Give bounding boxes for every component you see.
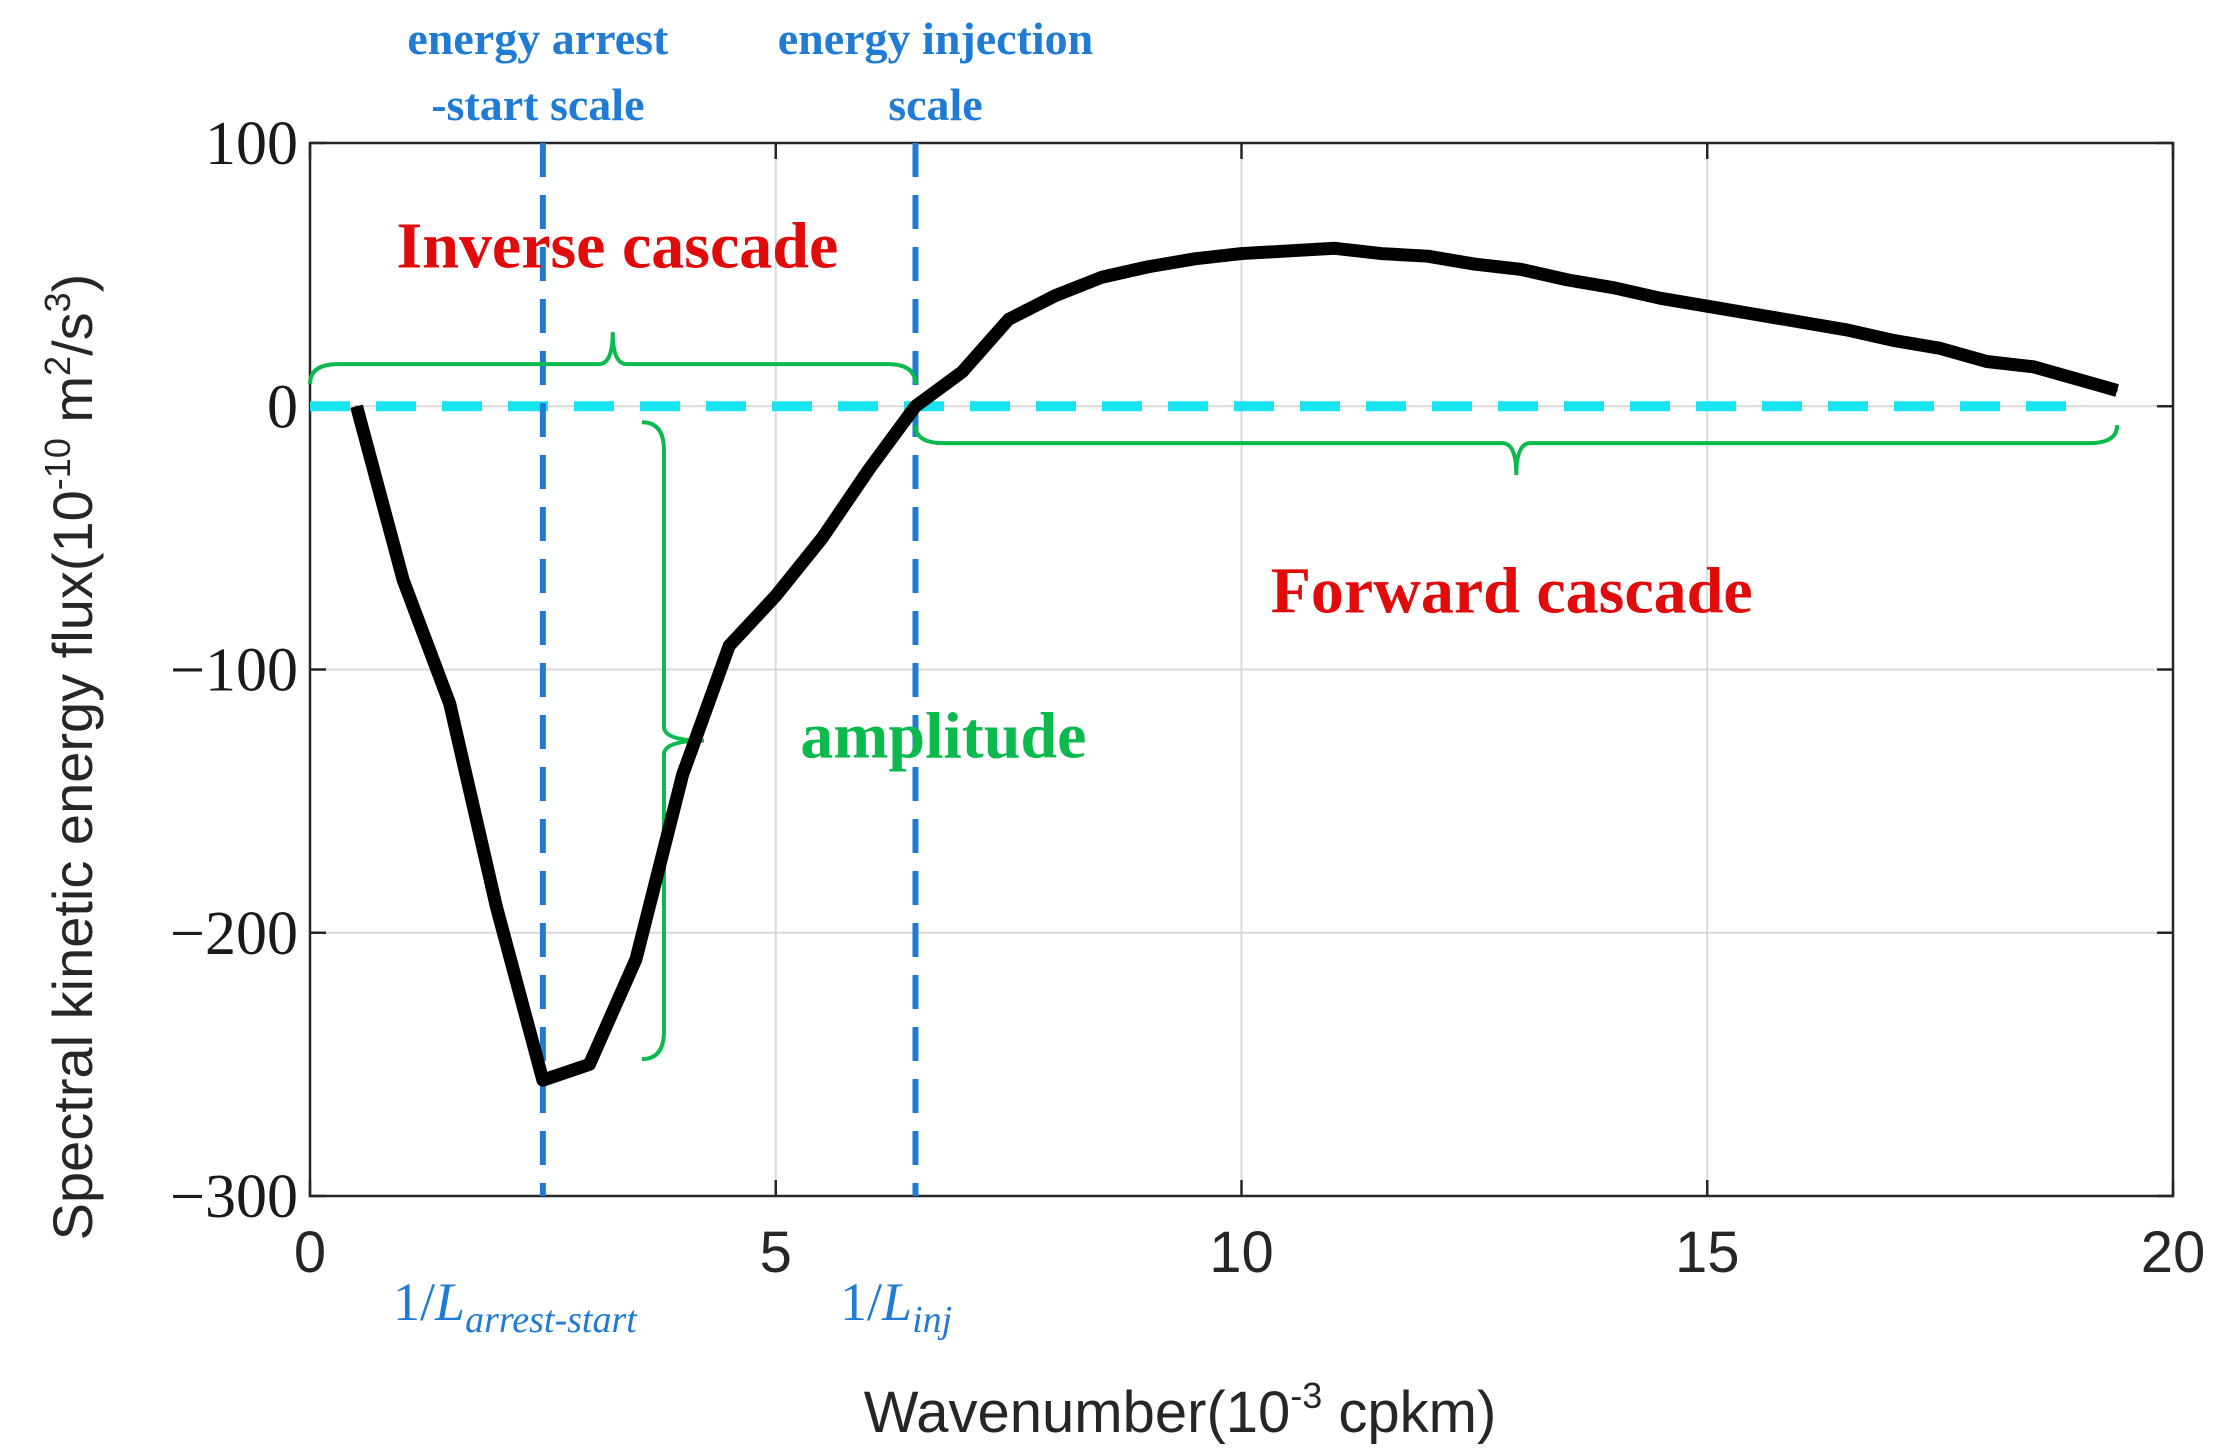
data-point — [1473, 263, 1476, 265]
data-point — [961, 371, 963, 373]
x-tick-label: 0 — [294, 1220, 326, 1285]
y-tick-label: −100 — [170, 637, 298, 705]
data-point — [1427, 255, 1429, 257]
y-tick-label: 0 — [267, 373, 298, 441]
data-point — [1659, 297, 1662, 300]
data-point — [1380, 252, 1383, 255]
data-point — [402, 579, 404, 581]
data-point — [1753, 313, 1755, 315]
braces — [308, 332, 2120, 1062]
data-point — [2079, 379, 2081, 381]
data-point — [1054, 294, 1056, 297]
forward-cascade-brace — [913, 424, 2120, 476]
x-tick-label: 20 — [2141, 1220, 2206, 1285]
y-axis-label: Spectral kinetic energy flux(10-10 m2/s3… — [37, 274, 104, 1241]
scale-label: scale — [888, 79, 983, 130]
data-point — [635, 958, 637, 960]
annotation-label: Forward cascade — [1271, 555, 1753, 628]
scale-label: energy injection — [778, 13, 1094, 64]
scale-label: energy arrest — [407, 13, 669, 64]
data-point — [1007, 318, 1010, 321]
y-tick-label: −200 — [170, 900, 298, 968]
data-point — [1939, 347, 1941, 350]
y-tick-label: −300 — [170, 1163, 298, 1231]
data-point — [355, 405, 358, 408]
data-point — [681, 774, 684, 776]
data-point — [1100, 276, 1103, 279]
data-point — [868, 468, 870, 471]
data-point — [448, 702, 451, 705]
data-point — [495, 905, 498, 908]
annotations: energy arrest -start scale 1/Larrest-start… — [393, 13, 1753, 1341]
x-tick-label: 15 — [1675, 1220, 1740, 1285]
data-point — [821, 537, 824, 539]
inverse-cascade-brace — [308, 332, 918, 385]
data-point — [1846, 329, 1848, 331]
series-group — [350, 241, 2119, 1087]
data-point — [728, 645, 730, 647]
data-point — [914, 405, 917, 408]
data-point — [1287, 250, 1289, 252]
data-point — [588, 1063, 591, 1066]
amplitude-brace — [641, 420, 704, 1062]
data-point — [1799, 321, 1802, 323]
data-point — [1194, 258, 1196, 260]
annotation-label: amplitude — [800, 699, 1086, 772]
data-point — [2032, 365, 2035, 368]
tick-labels: 0 5 10 15 20 100 0 −100 −200 −300 — [170, 110, 2205, 1285]
data-point — [774, 594, 777, 597]
data-point — [1333, 247, 1336, 250]
x-tick-label: 10 — [1209, 1220, 1274, 1285]
annotation-label: Inverse cascade — [397, 210, 839, 283]
data-point — [1613, 286, 1615, 289]
ticks — [308, 141, 2175, 1198]
data-point — [1147, 265, 1150, 268]
data-point — [1985, 360, 1988, 363]
scale-label: -start scale — [431, 79, 644, 130]
inverse-wavenumber-label: 1/Larrest-start — [393, 1272, 638, 1341]
x-tick-label: 5 — [760, 1220, 792, 1285]
data-point — [1566, 279, 1569, 281]
x-axis-label: Wavenumber(10-3 cpkm) — [864, 1375, 1497, 1445]
data-point — [1520, 268, 1522, 271]
inverse-wavenumber-label: 1/Linj — [840, 1272, 952, 1341]
data-point — [1892, 339, 1895, 342]
data-point — [2116, 389, 2118, 392]
data-point — [1240, 252, 1243, 255]
vertical-lines — [539, 143, 919, 1196]
y-tick-label: 100 — [205, 110, 298, 178]
data-point — [542, 1079, 544, 1081]
data-point — [1706, 305, 1709, 308]
